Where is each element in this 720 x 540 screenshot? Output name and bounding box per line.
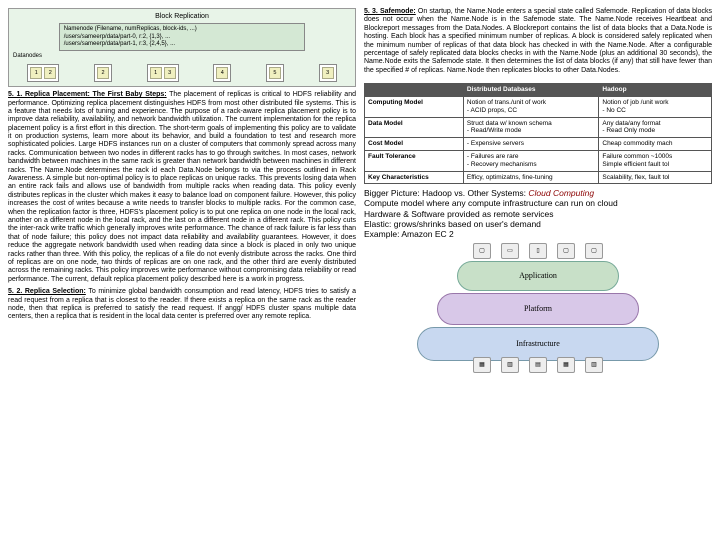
bigpic-title: Cloud Computing [526,188,594,198]
row-hadoop: Scalability, flex, fault tol [599,171,712,184]
row-dist: Struct data w/ known schema - Read/Write… [463,117,598,138]
nn-header: Namenode (Filename, numReplicas, block-i… [64,26,301,33]
datanode: 4 [213,64,231,82]
rack-icon: ▥ [501,357,519,373]
th-hadoop: Hadoop [599,84,712,97]
block: 2 [97,67,109,79]
monitor-icon: ▢ [473,243,491,259]
top-icon-row: ▢ ▭ ▯ ▢ ▢ [364,243,712,259]
block: 4 [216,67,228,79]
th-dist: Distributed Databases [463,84,598,97]
bigpic-l1: Compute model where any compute infrastr… [364,198,712,208]
bottom-icon-row: ▦ ▥ ▤ ▦ ▥ [364,357,712,373]
right-column: 5. 3. Safemode: On startup, the Name.Nod… [364,8,712,532]
namenode-box: Namenode (Filename, numReplicas, block-i… [59,23,306,51]
section-5-2: 5. 2. Replica Selection: To minimize glo… [8,288,356,322]
row-dist: - Failures are rare - Recovery mechanism… [463,150,598,171]
storage-icon: ▦ [557,357,575,373]
desktop-icon: ▢ [585,243,603,259]
laptop-icon: ▭ [501,243,519,259]
th-blank [365,84,464,97]
s52-head: 5. 2. Replica Selection: [8,288,86,295]
section-5-1: 5. 1. Replica Placement: The First Baby … [8,91,356,284]
s53-head: 5. 3. Safemode: [364,8,416,15]
row-hadoop: Notion of job /unit work - No CC [599,96,712,117]
server-icon: ▦ [473,357,491,373]
block: 3 [322,67,334,79]
table-row: Key CharacteristicsEfficy, optimizatns, … [365,171,712,184]
s51-body: The placement of replicas is critical to… [8,91,356,283]
table-row: Cost Model- Expensive serversCheap commo… [365,138,712,151]
row-hadoop: Any data/any format - Read Only mode [599,117,712,138]
table-body: Computing ModelNotion of trans./unit of … [365,96,712,183]
bigger-picture: Bigger Picture: Hadoop vs. Other Systems… [364,188,712,239]
application-layer: Application [457,261,619,291]
cloud-diagram: ▢ ▭ ▯ ▢ ▢ Application Platform Infrastru… [364,243,712,373]
row-key: Cost Model [365,138,464,151]
bigpic-l4: Example: Amazon EC 2 [364,229,712,239]
phone-icon: ▯ [529,243,547,259]
row-hadoop: Failure common ~1000s Simple efficient f… [599,150,712,171]
bigpic-l3: Elastic: grows/shrinks based on user's d… [364,219,712,229]
datanode: 3 [319,64,337,82]
row-key: Computing Model [365,96,464,117]
block: 1 [30,67,42,79]
platform-layer: Platform [437,293,639,325]
s53-body: On startup, the Name.Node enters a speci… [364,8,712,74]
nn-line: /users/sameerp/data/part-0, r:2, {1,3}, … [64,34,301,41]
row-key: Fault Tolerance [365,150,464,171]
nn-line: /users/sameerp/data/part-1, r:3, {2,4,5}… [64,41,301,48]
block: 2 [44,67,56,79]
bigpic-l2: Hardware & Software provided as remote s… [364,209,712,219]
tablet-icon: ▢ [557,243,575,259]
s51-head: 5. 1. Replica Placement: The First Baby … [8,91,167,98]
block: 1 [150,67,162,79]
section-5-3: 5. 3. Safemode: On startup, the Name.Nod… [364,8,712,75]
infrastructure-layer: Infrastructure [417,327,659,361]
comparison-table: Distributed DatabasesHadoop Computing Mo… [364,83,712,184]
table-row: Computing ModelNotion of trans./unit of … [365,96,712,117]
diagram-title: Block Replication [13,13,351,21]
block-replication-diagram: Block Replication Namenode (Filename, nu… [8,8,356,87]
row-dist: - Expensive servers [463,138,598,151]
datanodes-label: Datanodes [13,53,351,60]
datanode: 2 [94,64,112,82]
table-row: Fault Tolerance- Failures are rare - Rec… [365,150,712,171]
row-hadoop: Cheap commodity mach [599,138,712,151]
datanode: 5 [266,64,284,82]
bigpic-head: Bigger Picture: Hadoop vs. Other Systems… [364,188,526,198]
firewall-icon: ▤ [529,357,547,373]
datanode: 12 [27,64,59,82]
row-key: Key Characteristics [365,171,464,184]
block: 3 [164,67,176,79]
datanode: 13 [147,64,179,82]
row-dist: Notion of trans./unit of work - ACID pro… [463,96,598,117]
row-dist: Efficy, optimizatns, fine-tuning [463,171,598,184]
row-key: Data Model [365,117,464,138]
server2-icon: ▥ [585,357,603,373]
block: 5 [269,67,281,79]
table-row: Data ModelStruct data w/ known schema - … [365,117,712,138]
left-column: Block Replication Namenode (Filename, nu… [8,8,356,532]
datanodes-row: 12213453 [13,64,351,82]
